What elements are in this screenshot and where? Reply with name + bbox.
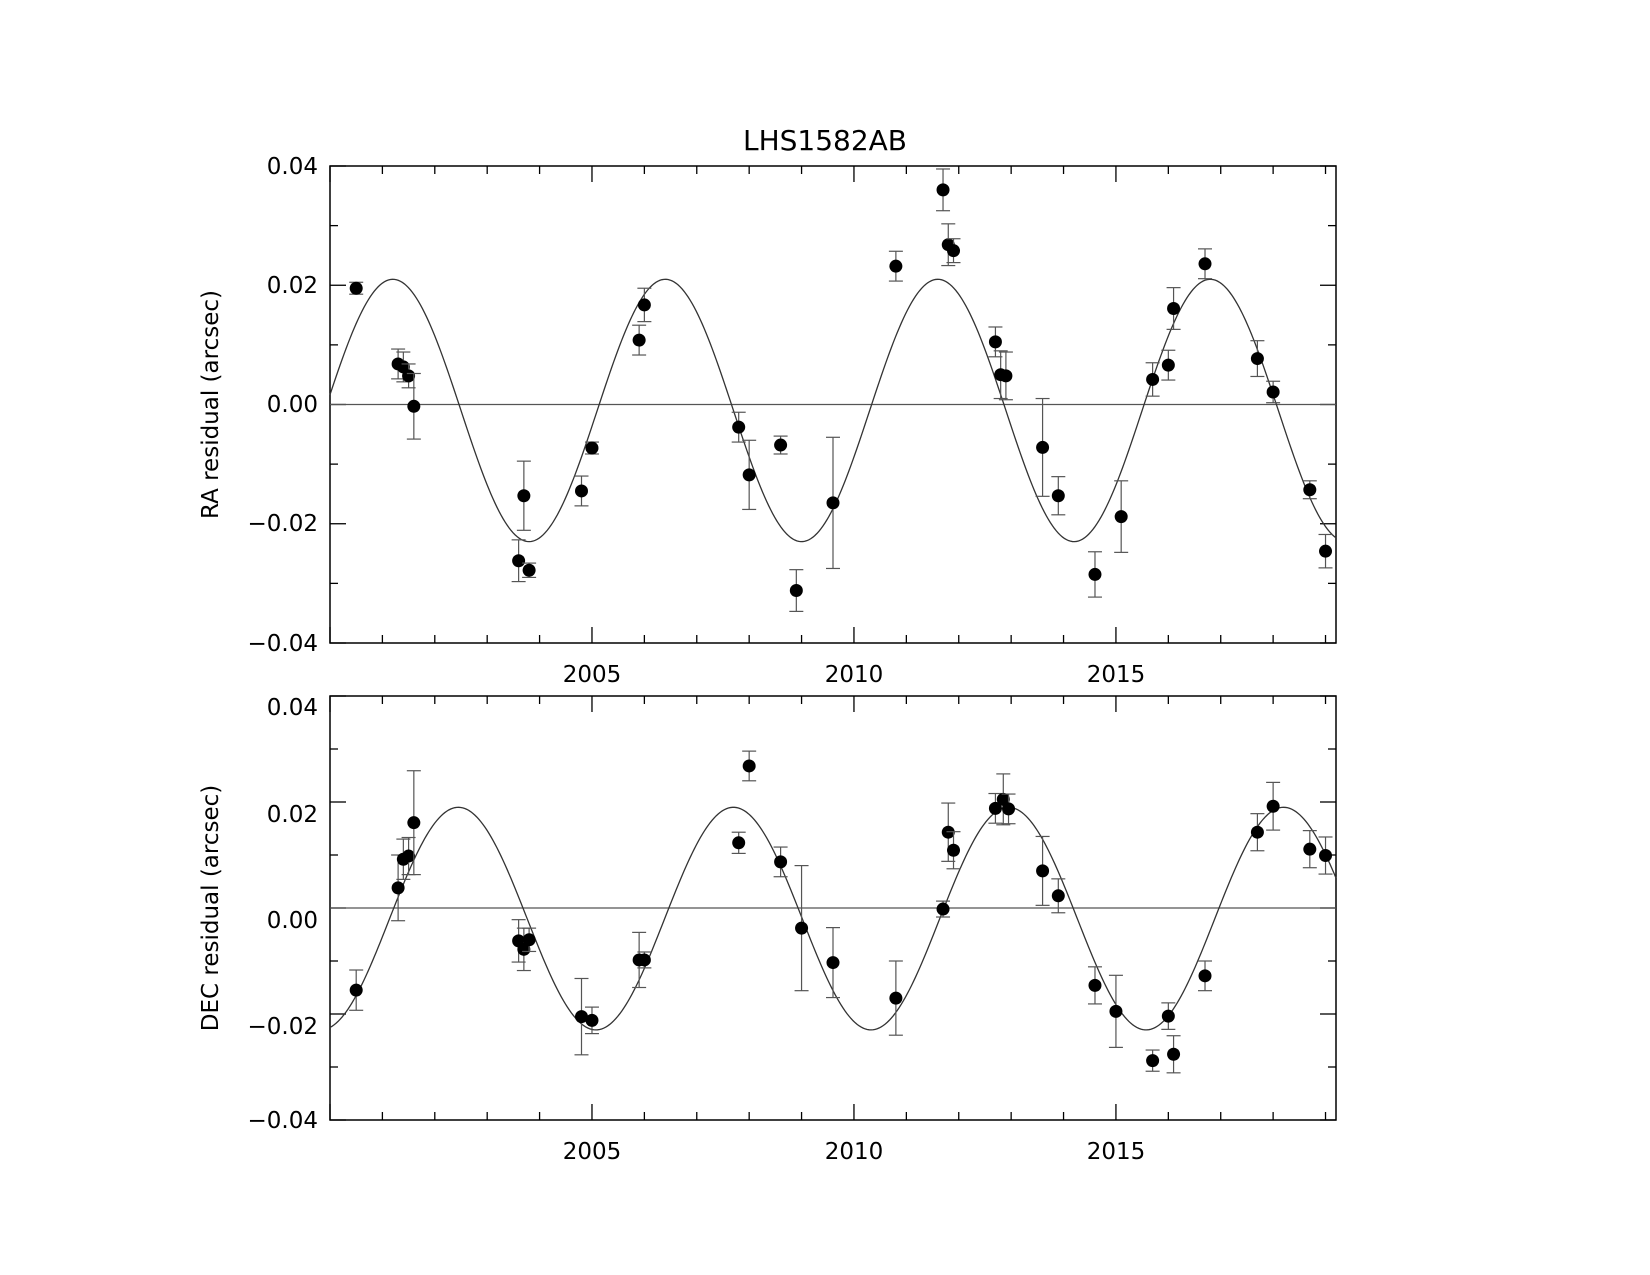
- dec-data-point: [936, 902, 950, 916]
- dec-data-point: [1146, 1054, 1160, 1068]
- dec-data-point: [1250, 825, 1264, 839]
- dec-data-point: [391, 881, 405, 895]
- dec-data-point: [1109, 1004, 1123, 1018]
- dec-data-point: [1002, 802, 1016, 816]
- ra-data-point: [1319, 544, 1333, 558]
- dec-data-point: [996, 792, 1010, 806]
- dec-data-layer: [329, 750, 1337, 1074]
- dec-data-point: [585, 1013, 599, 1027]
- ra-y-axis-label: RA residual (arcsec): [198, 290, 224, 519]
- ra-data-point: [1198, 257, 1212, 271]
- dec-y-tick-label: −0.02: [248, 1014, 318, 1040]
- ra-y-tick-labels: 0.04 0.02 0.00 −0.02 −0.04: [248, 154, 318, 657]
- ra-data-point: [637, 298, 651, 312]
- dec-y-tick-label: −0.04: [248, 1108, 318, 1134]
- dec-data-point: [988, 801, 1002, 815]
- dec-data-point: [1036, 864, 1050, 878]
- ra-data-point: [1088, 567, 1102, 581]
- dec-y-tick-label: 0.00: [267, 908, 318, 934]
- dec-data-point: [889, 991, 903, 1005]
- ra-data-point: [1114, 510, 1128, 524]
- ra-x-tick-label: 2005: [563, 662, 622, 688]
- ra-data-point: [1161, 358, 1175, 372]
- ra-data-point: [585, 441, 599, 455]
- ra-y-tick-label: 0.04: [267, 154, 318, 180]
- dec-data-point: [349, 983, 363, 997]
- ra-x-tick-label: 2010: [825, 662, 884, 688]
- ra-y-tick-label: −0.04: [248, 631, 318, 657]
- ra-data-point: [1167, 302, 1181, 316]
- dec-data-point: [795, 921, 809, 935]
- dec-data-point: [1088, 978, 1102, 992]
- ra-x-tick-label: 2015: [1087, 662, 1146, 688]
- ra-panel: RA residual (arcsec) 0.04 0.02 0.00 −0.0…: [198, 154, 1337, 688]
- ra-data-point: [789, 584, 803, 598]
- dec-data-point: [407, 816, 421, 830]
- dec-data-point: [1266, 799, 1280, 813]
- dec-data-point: [517, 942, 531, 956]
- chart-title: LHS1582AB: [743, 124, 907, 157]
- dec-data-point: [575, 1010, 588, 1024]
- ra-data-point: [1250, 352, 1264, 366]
- dec-data-point: [402, 849, 416, 863]
- ra-data-point: [349, 281, 363, 295]
- ra-x-tick-labels: 2005 2010 2015: [563, 662, 1146, 688]
- dec-data-point: [732, 836, 746, 850]
- ra-data-point: [1303, 483, 1317, 497]
- dec-x-tick-label: 2010: [825, 1139, 884, 1165]
- dec-y-tick-labels: 0.04 0.02 0.00 −0.02 −0.04: [248, 695, 318, 1134]
- ra-data-point: [1146, 372, 1160, 386]
- dec-y-tick-label: 0.02: [267, 802, 318, 828]
- dec-data-point: [1198, 969, 1212, 983]
- dec-x-tick-labels: 2005 2010 2015: [563, 1139, 1146, 1165]
- dec-data-point: [1161, 1009, 1175, 1023]
- ra-data-point: [575, 484, 588, 498]
- ra-data-point: [522, 563, 536, 577]
- ra-data-point: [1051, 489, 1065, 503]
- dec-data-point: [774, 855, 788, 869]
- dec-data-point: [826, 956, 840, 970]
- ra-data-point: [999, 369, 1013, 383]
- ra-y-tick-label: 0.02: [267, 273, 318, 299]
- ra-data-point: [936, 183, 950, 197]
- dec-y-axis-label: DEC residual (arcsec): [198, 785, 224, 1031]
- dec-axis-ticks: [329, 695, 1336, 1121]
- ra-data-point: [889, 259, 903, 273]
- ra-data-point: [402, 369, 416, 383]
- ra-y-tick-label: 0.00: [267, 392, 318, 418]
- ra-data-point: [774, 438, 788, 452]
- dec-data-point: [1303, 842, 1317, 856]
- ra-data-point: [407, 399, 421, 413]
- ra-data-layer: [329, 168, 1337, 612]
- dec-x-tick-label: 2015: [1087, 1139, 1146, 1165]
- dec-data-point: [637, 953, 651, 967]
- ra-data-point: [947, 244, 961, 258]
- dec-data-point: [1319, 849, 1333, 863]
- ra-data-point: [742, 468, 756, 482]
- ra-data-point: [632, 333, 646, 347]
- ra-data-point: [1266, 385, 1280, 399]
- dec-data-point: [1167, 1047, 1181, 1061]
- ra-data-point: [512, 554, 526, 568]
- dec-data-point: [742, 759, 756, 773]
- ra-data-point: [988, 335, 1002, 349]
- ra-data-point: [517, 489, 531, 503]
- dec-data-point: [947, 843, 961, 857]
- ra-data-point: [732, 420, 746, 434]
- dec-x-tick-label: 2005: [563, 1139, 622, 1165]
- ra-data-point: [1036, 440, 1050, 454]
- ra-y-tick-label: −0.02: [248, 511, 318, 537]
- dec-panel: DEC residual (arcsec) 0.04 0.02 0.00 −0.…: [198, 695, 1337, 1165]
- dec-data-point: [1051, 889, 1065, 903]
- ra-data-point: [826, 496, 840, 510]
- dec-data-point: [522, 933, 536, 947]
- dec-y-tick-label: 0.04: [267, 695, 318, 721]
